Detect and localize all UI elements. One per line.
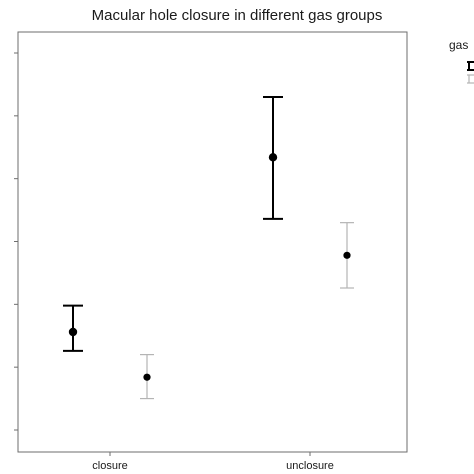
legend-title: gas [449, 38, 468, 52]
x-tick-label: closure [92, 460, 127, 472]
mean-point [143, 373, 151, 381]
y-axis [14, 52, 18, 431]
series-2 [140, 222, 354, 400]
chart-title: Macular hole closure in different gas gr… [92, 7, 383, 24]
x-axis: closure unclosure [92, 452, 334, 472]
legend: gas [449, 38, 474, 84]
x-tick-label: unclosure [286, 460, 334, 472]
mean-point [268, 153, 278, 162]
plot-area [17, 31, 408, 453]
series-1 [63, 95, 283, 352]
data-marks [63, 95, 354, 400]
mean-point [68, 327, 78, 337]
mean-point [343, 251, 351, 259]
